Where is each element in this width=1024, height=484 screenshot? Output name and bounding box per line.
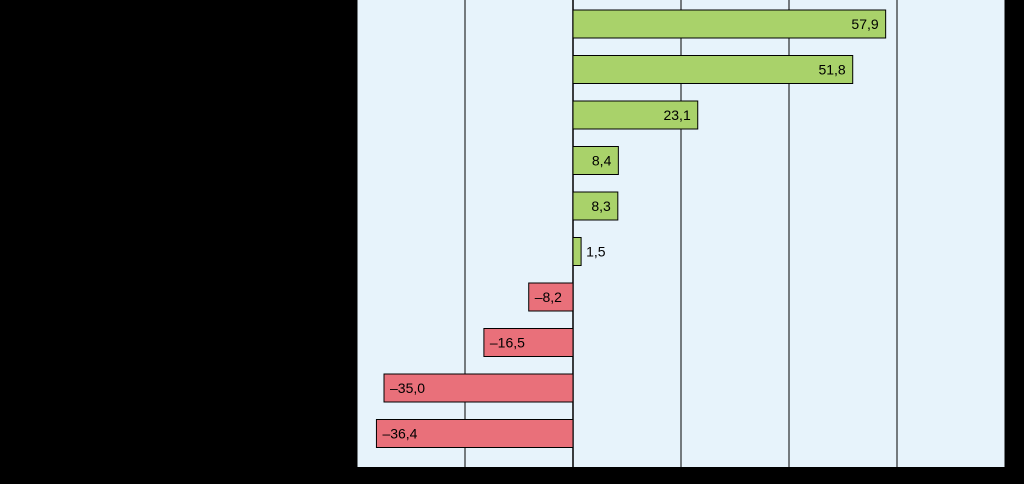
category-label-4: Budownictwo [270,199,347,214]
x-tick-label-4: 40 [781,471,797,484]
bar-6 [528,282,574,312]
bar-9 [375,419,574,448]
category-labels: Informacja i komunikacja Działalność prof… [62,17,347,442]
category-label-5: Handel; naprawa pojazdów samochodowych* [85,245,347,260]
value-label-6: –8,2 [535,289,562,305]
bar-5 [572,237,582,266]
category-label-3: Obsługa rynku nieruchomości* [171,154,347,169]
bar-8 [383,373,574,403]
value-label-0: 57,9 [851,16,878,32]
value-label-9: –36,4 [382,426,417,442]
value-label-1: 51,8 [818,62,845,78]
category-label-1: Działalność profesjonalna, naukowa i tec… [62,63,347,78]
bar-2 [572,100,699,130]
x-tick-label-2: 0 [569,471,577,484]
value-label-3: 8,4 [592,153,612,169]
x-tick-label-1: –20 [453,471,477,484]
value-labels: 57,9 51,8 23,1 8,4 8,3 1,5 –8,2 –16,5 –35,0 –36,4 [382,16,878,442]
value-label-7: –16,5 [490,335,525,351]
x-tick-label-3: 20 [673,471,689,484]
x-tick-label-6: 80% [991,471,1019,484]
category-label-0: Informacja i komunikacja [204,17,348,32]
category-label-6: Przetwórstwo przemysłowe [190,290,348,305]
bars [375,9,887,448]
bar-1 [572,55,854,84]
bar-7 [483,328,574,357]
x-tick-label-0: % –40 [329,471,369,484]
bar-3 [572,146,619,175]
value-label-8: –35,0 [390,380,425,396]
value-label-2: 23,1 [663,107,690,123]
bar-4 [572,191,619,221]
category-label-8: Zakwaterowanie i gastronomia* [166,381,347,396]
category-label-7: Transport i gospodarka magazynowa [134,336,348,351]
x-axis-ticks: % –40 –20 0 20 40 60 80% [329,471,1019,484]
value-label-5: 1,5 [586,244,606,260]
bar-0 [572,9,887,39]
category-label-2: Wytwarzanie i zaopatrywanie w energię ele… [88,100,347,132]
x-tick-label-5: 60 [889,471,905,484]
category-label-9: Administrowanie i działalność wspierając… [100,427,347,442]
value-label-4: 8,3 [591,198,611,214]
